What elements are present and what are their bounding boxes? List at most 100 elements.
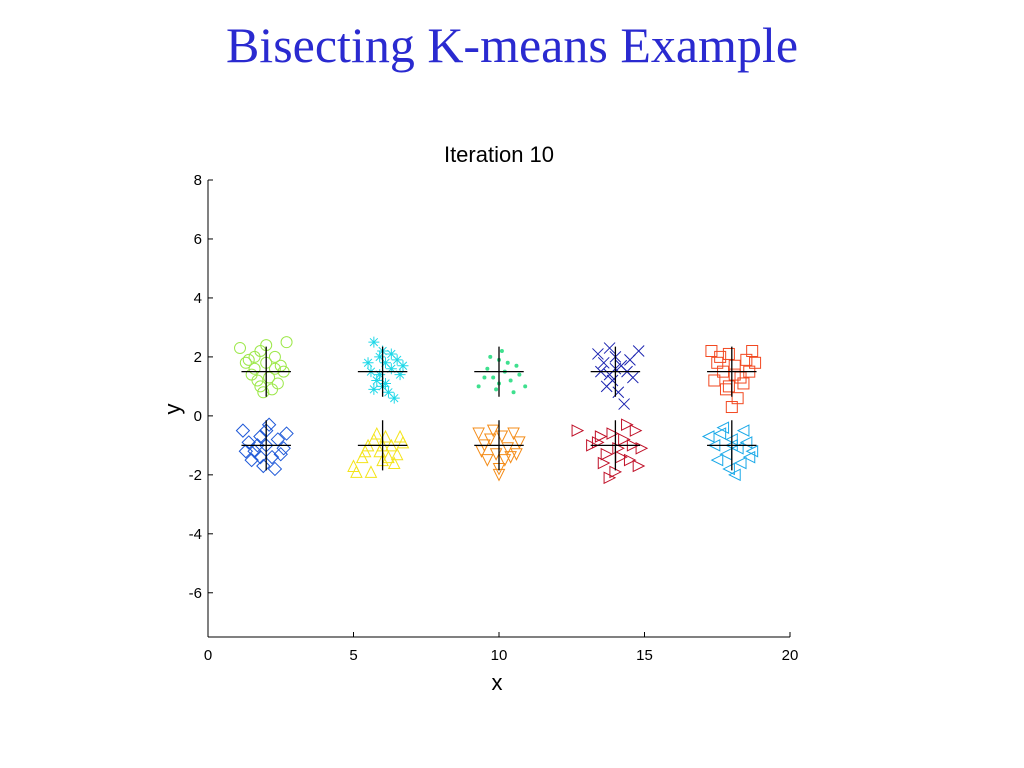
data-point-dot [482,375,487,380]
data-point-circle [268,350,281,363]
cluster-2 [362,336,409,404]
data-point-triangle-down [498,454,512,467]
data-point-asterisk [371,374,383,386]
data-point-asterisk [380,377,392,389]
data-point-dot [488,354,493,359]
data-point-triangle-left [728,468,741,482]
x-tick-label: 5 [349,647,357,664]
data-point-cross [597,356,610,369]
data-point-triangle-left [719,447,732,461]
axis-ticks: 0 5 10 15 20 -6 -4 -2 0 2 4 6 8 [189,172,799,664]
data-point-triangle-down [495,430,509,444]
cluster-centroids [241,346,757,471]
centroid-marker-8 [474,420,524,471]
data-point-triangle-left [713,427,727,440]
cluster-7 [347,426,410,478]
data-point-triangle-right [603,471,617,485]
data-point-dot [494,387,499,392]
data-point-triangle-right [597,456,611,470]
data-point-cross [627,371,639,384]
data-point-diamond [270,432,286,447]
data-point-dot [514,363,519,368]
data-point-cross [600,380,613,393]
cluster-10 [701,421,759,482]
y-axis-label: y [160,404,185,415]
data-point-circle [271,377,284,390]
data-point-asterisk [397,360,409,372]
data-point-cross [603,368,616,381]
data-point-square [725,401,738,414]
data-point-square [728,368,741,381]
centroid-marker-6 [241,420,291,471]
data-point-asterisk [385,348,397,360]
data-point-cross [612,386,625,399]
data-point-triangle-up [382,450,395,464]
data-point-cross [618,398,630,410]
data-point-asterisk [362,357,374,369]
data-point-diamond [235,423,251,438]
data-point-asterisk [385,363,397,375]
data-point-triangle-up [370,426,384,440]
data-point-cross [592,348,604,360]
data-point-diamond [279,426,294,441]
data-point-diamond [241,435,256,450]
x-axis-label: x [492,670,503,695]
data-point-triangle-left [716,421,730,434]
data-point-circle [280,336,293,349]
data-point-square [708,374,721,387]
data-point-triangle-right [615,450,628,464]
data-point-circle [245,368,258,381]
data-point-diamond [273,446,288,462]
data-point-diamond [250,438,265,453]
data-point-triangle-down [475,445,488,458]
data-point-circle [257,386,270,399]
data-point-diamond [238,444,254,459]
data-point-dot [491,375,496,380]
data-point-triangle-up [350,465,363,478]
data-point-diamond [261,417,277,432]
data-point-triangle-right [621,418,634,432]
data-point-asterisk [374,369,386,381]
data-point-circle [248,350,261,363]
x-tick-label: 20 [782,647,799,664]
data-point-diamond [253,449,268,465]
data-point-triangle-up [379,429,392,443]
data-point-diamond [276,441,291,456]
y-tick-label: 4 [194,290,202,307]
data-point-triangle-right [623,453,637,467]
centroid-marker-3 [474,346,524,397]
data-point-square [714,350,727,363]
data-point-asterisk [368,383,380,395]
data-point-dot [523,384,528,389]
data-point-triangle-down [486,424,500,438]
centroid-marker-4 [590,346,641,397]
cluster-1 [234,336,293,399]
data-point-square [719,383,732,396]
data-point-circle [239,356,252,369]
data-point-square [722,347,735,360]
centroid-marker-5 [707,346,757,397]
data-point-triangle-left [745,444,759,458]
y-tick-label: 6 [194,231,202,248]
data-point-triangle-down [481,454,494,467]
data-point-triangle-left [742,450,756,464]
y-tick-label: -4 [189,526,202,543]
data-point-triangle-up [390,447,404,461]
data-point-triangle-down [472,427,485,441]
data-point-circle [254,345,267,358]
centroid-marker-7 [357,420,408,471]
data-point-triangle-right [600,447,614,461]
data-point-triangle-up [358,444,372,458]
data-point-triangle-left [701,430,715,443]
y-tick-label: 0 [194,408,202,425]
data-point-triangle-left [722,462,735,476]
data-point-triangle-up [393,429,407,443]
data-point-diamond [244,452,259,468]
data-point-dot [511,390,516,395]
centroid-marker-2 [357,346,408,397]
data-point-triangle-left [736,424,750,437]
data-point-triangle-up [364,465,378,478]
data-point-diamond [264,449,280,465]
